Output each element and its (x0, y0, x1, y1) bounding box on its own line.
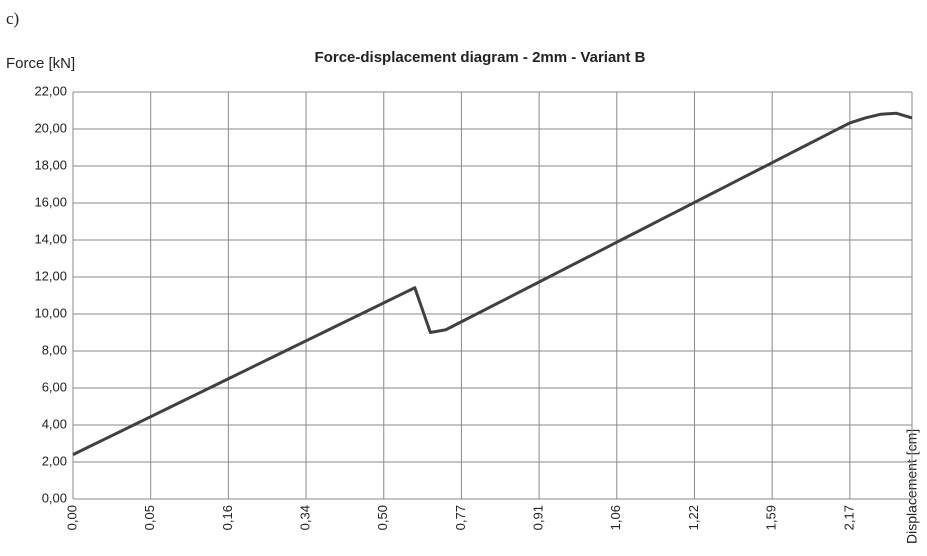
y-tick-label: 20,00 (34, 120, 67, 135)
y-tick-label: 6,00 (42, 379, 67, 394)
y-tick-label: 18,00 (34, 157, 67, 172)
y-tick-label: 12,00 (34, 268, 67, 283)
panel-label: c) (6, 9, 19, 28)
x-tick-label: 0,91 (531, 505, 546, 530)
line (72, 111, 913, 456)
x-tick-label: 0,05 (142, 505, 157, 530)
x-tick-label: 0,50 (375, 505, 390, 530)
x-tick-label: 2,17 (841, 505, 856, 530)
x-tick-label: 0,34 (297, 505, 312, 530)
y-tick-label: 16,00 (34, 194, 67, 209)
chart-title: Force-displacement diagram - 2mm - Varia… (315, 49, 646, 66)
y-tick-label: 10,00 (34, 305, 67, 320)
y-tick-label: 8,00 (42, 342, 67, 357)
y-tick-label: 14,00 (34, 231, 67, 246)
y-tick-label: 0,00 (42, 490, 67, 505)
x-tick-label: 1,22 (686, 505, 701, 530)
y-tick-label: 22,00 (34, 83, 67, 98)
x-tick-label: 1,06 (608, 505, 623, 530)
x-tick-label: 1,59 (764, 505, 779, 530)
x-tick-label: 0,77 (453, 505, 468, 530)
y-tick-label: 4,00 (42, 416, 67, 431)
x-tick-label: 0,00 (64, 505, 79, 530)
y-tick-label: 2,00 (42, 453, 67, 468)
y-axis-label: Force [kN] (6, 55, 75, 72)
x-tick-label: 0,16 (220, 505, 235, 530)
